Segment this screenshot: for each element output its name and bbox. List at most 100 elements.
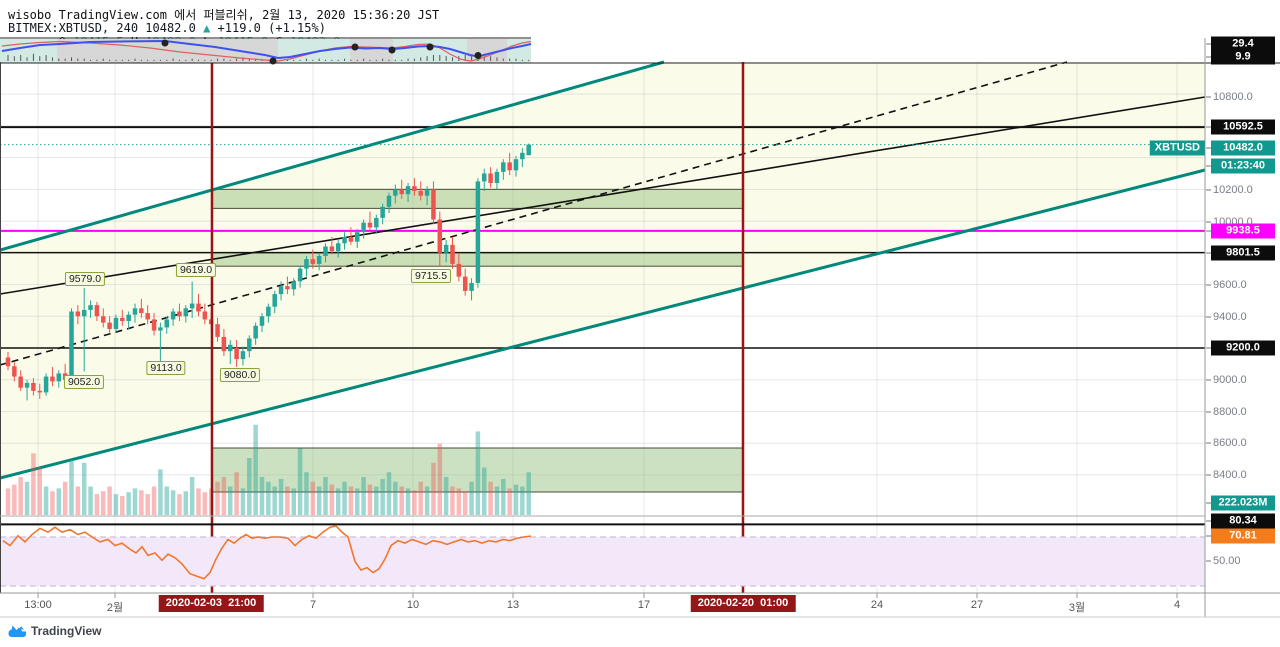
candle[interactable] (304, 259, 309, 269)
volume-bar[interactable] (456, 488, 462, 515)
volume-bar[interactable] (450, 486, 455, 516)
volume-bar[interactable] (367, 484, 373, 515)
volume-bar[interactable] (507, 488, 512, 515)
volume-bar[interactable] (437, 443, 443, 515)
candle[interactable] (81, 309, 87, 317)
candle[interactable] (50, 376, 55, 382)
volume-bar[interactable] (475, 431, 481, 515)
volume-bar[interactable] (386, 472, 392, 515)
candle[interactable] (88, 305, 93, 310)
volume-bar[interactable] (62, 481, 68, 515)
volume-bar[interactable] (50, 491, 55, 515)
candle[interactable] (101, 316, 106, 323)
volume-bar[interactable] (405, 488, 411, 515)
price-flag-label[interactable]: 9715.5 (410, 269, 452, 283)
candle[interactable] (342, 236, 347, 244)
volume-bar[interactable] (145, 494, 150, 515)
volume-bar[interactable] (240, 488, 246, 515)
volume-bar[interactable] (297, 448, 303, 516)
candle[interactable] (164, 319, 170, 328)
volume-bar[interactable] (482, 467, 487, 516)
volume-bar[interactable] (310, 481, 316, 515)
price-flag-label[interactable]: 9080.0 (219, 368, 261, 382)
candle[interactable] (221, 336, 227, 352)
volume-bar[interactable] (291, 488, 297, 515)
tradingview-logo[interactable]: TradingView (8, 624, 101, 638)
volume-bar[interactable] (316, 486, 322, 516)
candle[interactable] (501, 162, 506, 172)
volume-bar[interactable] (81, 462, 87, 515)
candle[interactable] (158, 327, 163, 331)
volume-bar[interactable] (253, 424, 258, 515)
volume-bar[interactable] (323, 477, 328, 515)
candle[interactable] (24, 382, 30, 388)
candle[interactable] (196, 303, 201, 312)
volume-bar[interactable] (342, 481, 347, 515)
candle[interactable] (120, 317, 125, 322)
candle[interactable] (469, 282, 474, 291)
candle[interactable] (177, 311, 182, 317)
candle[interactable] (393, 189, 398, 196)
candle[interactable] (437, 219, 443, 253)
volume-bar[interactable] (304, 472, 309, 515)
candle[interactable] (272, 294, 277, 307)
volume-bar[interactable] (266, 481, 271, 515)
volume-bar[interactable] (424, 486, 430, 516)
volume-bar[interactable] (164, 486, 170, 516)
candle[interactable] (75, 311, 81, 317)
candle[interactable] (202, 311, 208, 320)
candle[interactable] (456, 263, 462, 277)
price-flag-label[interactable]: 9113.0 (146, 361, 186, 375)
price-flag-label[interactable]: 9579.0 (64, 272, 106, 286)
volume-bar[interactable] (101, 491, 106, 515)
candle[interactable] (310, 259, 316, 264)
candle[interactable] (266, 306, 271, 317)
volume-bar[interactable] (329, 484, 335, 515)
volume-bar[interactable] (56, 488, 62, 515)
volume-bar[interactable] (31, 453, 36, 515)
volume-bar[interactable] (380, 478, 385, 515)
volume-bar[interactable] (221, 477, 227, 515)
candle[interactable] (367, 222, 373, 228)
candle[interactable] (278, 286, 284, 295)
trend-line[interactable] (0, 96, 1206, 295)
volume-bar[interactable] (234, 472, 239, 515)
candle[interactable] (380, 206, 385, 218)
candle[interactable] (132, 308, 138, 315)
candle[interactable] (494, 171, 500, 183)
channel-line[interactable] (0, 168, 1206, 480)
volume-bar[interactable] (278, 478, 284, 515)
candle[interactable] (316, 255, 322, 264)
candle[interactable] (329, 246, 335, 252)
volume-bar[interactable] (361, 477, 366, 515)
candle[interactable] (507, 162, 512, 171)
volume-bar[interactable] (94, 494, 100, 515)
volume-bar[interactable] (526, 472, 531, 515)
candle[interactable] (285, 286, 290, 290)
volume-bar[interactable] (120, 496, 125, 515)
candle[interactable] (520, 152, 525, 160)
volume-bar[interactable] (107, 486, 112, 516)
volume-bar[interactable] (12, 484, 17, 515)
volume-bar[interactable] (170, 490, 176, 515)
candle[interactable] (297, 268, 303, 282)
volume-bar[interactable] (228, 486, 233, 516)
candle[interactable] (526, 144, 531, 156)
volume-bar[interactable] (443, 477, 449, 515)
candle[interactable] (253, 325, 258, 339)
candle[interactable] (94, 305, 100, 317)
candle[interactable] (475, 181, 481, 283)
candle[interactable] (18, 376, 23, 388)
volume-bar[interactable] (393, 481, 398, 515)
volume-bar[interactable] (513, 484, 519, 515)
candle[interactable] (56, 373, 62, 382)
candle[interactable] (170, 311, 176, 320)
volume-bar[interactable] (247, 458, 252, 515)
volume-bar[interactable] (18, 477, 23, 515)
price-flag-label[interactable]: 9619.0 (175, 263, 217, 277)
candle[interactable] (431, 189, 436, 220)
candle[interactable] (69, 311, 74, 381)
candle[interactable] (228, 344, 233, 352)
candle[interactable] (450, 244, 455, 264)
